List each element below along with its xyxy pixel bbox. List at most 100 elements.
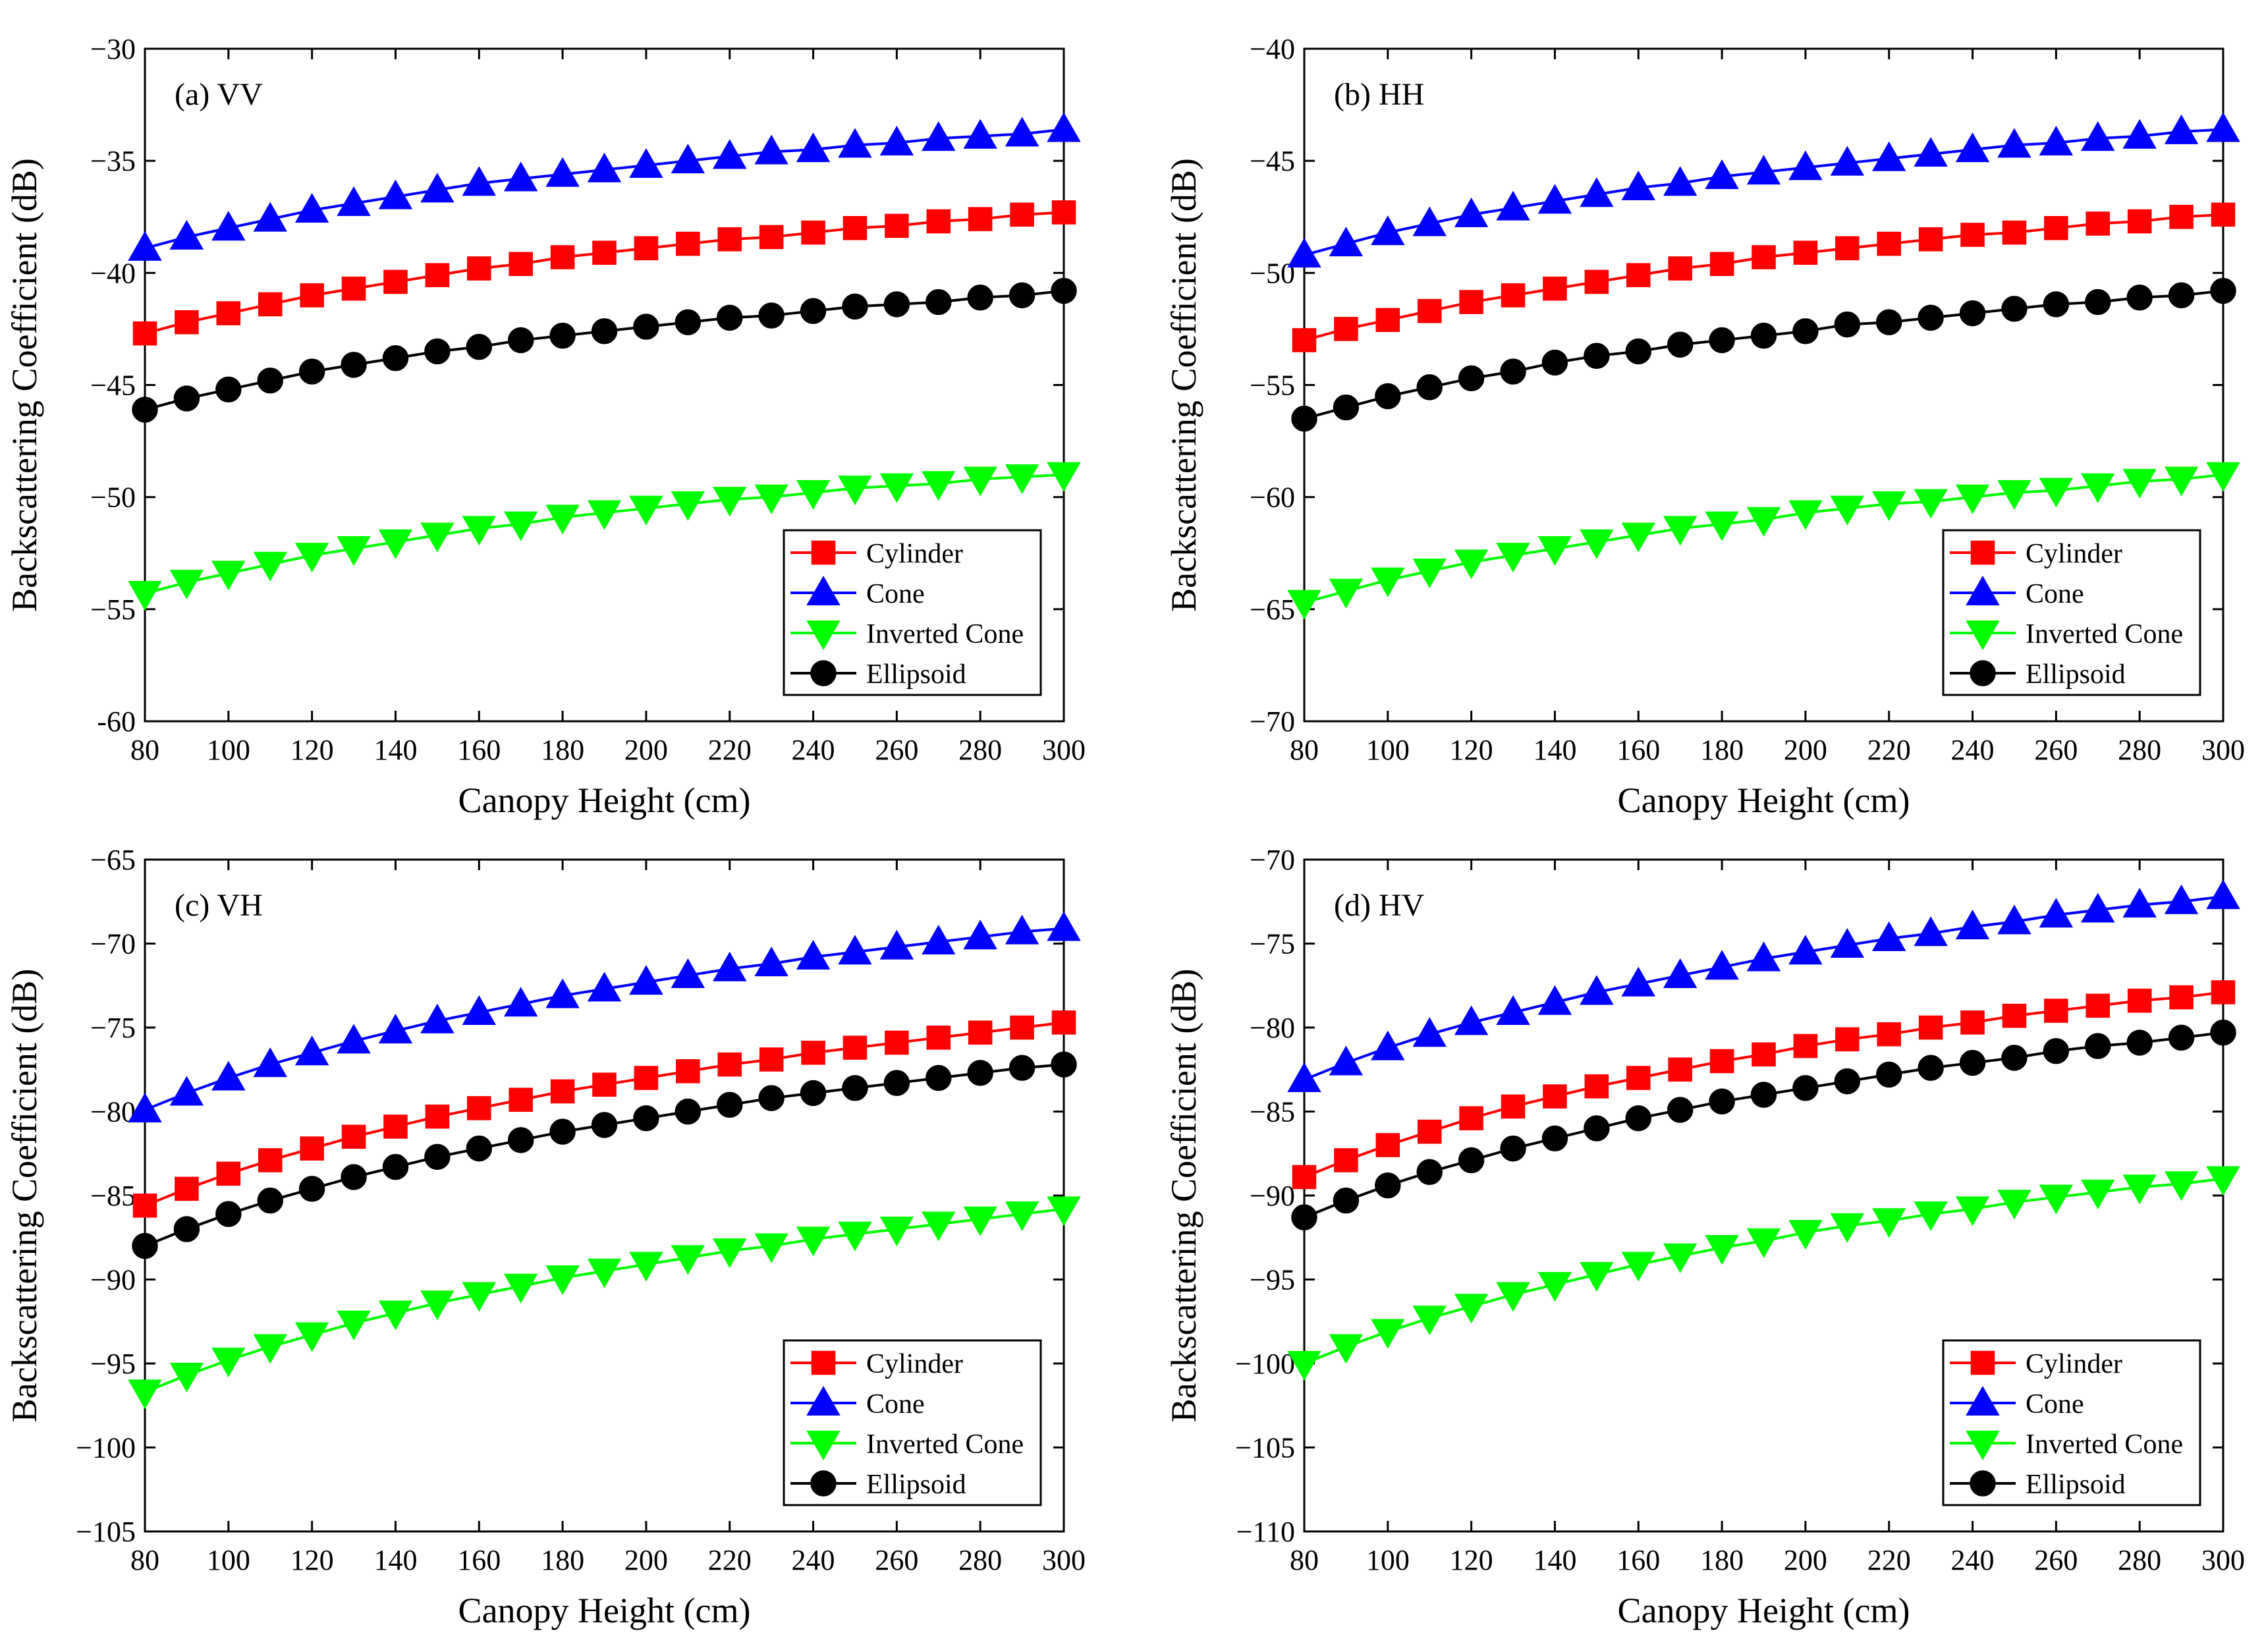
data-point [2085,211,2111,236]
data-point [173,385,200,412]
data-point [671,144,705,174]
data-point [466,1096,491,1120]
data-point [1621,170,1655,201]
data-point [2206,462,2240,492]
data-point [420,522,455,553]
legend-entry: Inverted Cone [790,619,1024,651]
data-point [253,202,287,232]
data-point [424,338,451,365]
y-tick-label: −40 [1250,33,1295,65]
x-tick-label: 160 [1616,1544,1660,1576]
data-point [2169,204,2194,229]
data-point [1709,1088,1735,1115]
data-point [1877,1022,1902,1047]
y-tick-label: −50 [1250,257,1295,289]
data-point [257,1187,283,1214]
data-point [968,207,993,231]
data-point [2164,1171,2199,1201]
data-point [211,561,246,591]
data-point [2039,478,2074,508]
x-tick-label: 280 [958,734,1002,766]
data-point [1458,1147,1485,1174]
data-point [257,367,283,394]
y-tick-label: −100 [1235,1348,1295,1380]
x-tick-label: 160 [1616,734,1660,766]
panel-3: 80 100 120 140 160 180 200 220 240 260 280 300 −105 −… [5,844,1086,1630]
data-point [2085,1033,2111,1059]
legend-marker [1966,620,2000,651]
data-point [2001,1045,2028,1071]
data-point [2164,466,2199,497]
y-tick-label: -60 [97,705,136,738]
data-point [1625,338,1651,365]
data-point [2002,220,2027,245]
data-point [759,1047,784,1072]
data-point [629,495,663,526]
data-point [1955,909,1990,939]
legend-label: Ellipsoid [2026,659,2126,690]
data-point [1459,290,1483,314]
data-point [132,1194,157,1218]
y-tick-label: −30 [90,33,136,65]
data-point [1709,327,1735,354]
data-point [258,292,283,317]
legend-label: Ellipsoid [2026,1470,2126,1500]
data-point [587,152,622,182]
legend-marker [811,540,836,565]
data-point [175,310,199,335]
data-point [1537,184,1572,214]
legend-entry: Ellipsoid [1950,1470,2126,1500]
data-point [1709,252,1734,277]
series-inverted-cone [128,1196,1081,1410]
x-tick-label: 80 [130,1544,159,1576]
data-point [169,1362,204,1392]
data-point [879,1217,914,1247]
data-point [2211,980,2236,1005]
data-point [717,227,742,252]
data-point [1496,543,1530,573]
panel-label: (a) VV [175,77,263,112]
data-point [341,352,367,378]
data-point [838,935,872,965]
data-point [1830,146,1865,176]
series-cone [128,911,1081,1122]
data-point [300,283,324,308]
x-tick-label: 100 [207,734,250,766]
data-point [503,161,538,192]
data-point [1705,1235,1739,1265]
series-ellipsoid [1291,277,2236,432]
legend-label: Cylinder [866,539,963,569]
series-line [1304,289,2224,420]
data-point [2044,215,2068,240]
legend-entry: Ellipsoid [790,659,966,690]
y-tick-label: −95 [1250,1264,1295,1296]
y-tick-label: −105 [1235,1432,1295,1464]
x-tick-label: 200 [1784,734,1827,766]
data-point [717,1052,742,1077]
y-tick-label: −45 [1250,145,1295,177]
data-point [1788,150,1823,180]
y-tick-label: −85 [1250,1096,1295,1128]
data-point [1663,1243,1698,1273]
data-point [503,511,538,541]
data-point [1788,1220,1823,1250]
x-tick-label: 220 [708,1544,752,1576]
x-axis-label: Canopy Height (cm) [1618,781,1910,820]
data-point [2081,893,2115,923]
data-point [1835,236,1860,261]
legend-label: Ellipsoid [866,659,966,690]
data-point [713,139,747,169]
data-point [1580,177,1614,207]
legend: Cylinder Cone Inverted Cone Ellipsoid [783,1339,1042,1506]
data-point [2043,291,2070,317]
y-tick-label: −70 [1250,705,1295,738]
data-point [337,186,371,216]
data-point [1625,1105,1651,1132]
data-point [1541,1125,1568,1152]
legend-entry: Cone [790,1385,925,1419]
data-point [926,209,951,234]
series-inverted-cone [1287,462,2240,620]
data-point [671,958,705,988]
data-point [382,344,409,372]
